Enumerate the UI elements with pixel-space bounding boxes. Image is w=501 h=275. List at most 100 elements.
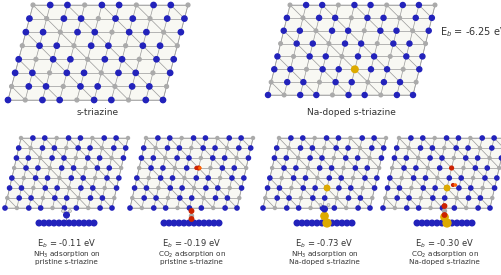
Polygon shape [268, 5, 435, 95]
Circle shape [29, 196, 33, 200]
Circle shape [471, 177, 474, 180]
Circle shape [371, 197, 374, 199]
Circle shape [336, 67, 341, 72]
Circle shape [316, 177, 319, 180]
Circle shape [166, 197, 169, 199]
Circle shape [129, 84, 135, 89]
Circle shape [34, 57, 38, 61]
Circle shape [222, 156, 227, 160]
Circle shape [456, 136, 460, 140]
Circle shape [301, 80, 306, 85]
Circle shape [156, 136, 160, 140]
Circle shape [148, 17, 152, 20]
Circle shape [424, 42, 427, 45]
Circle shape [91, 220, 97, 226]
Circle shape [91, 136, 94, 139]
Circle shape [372, 186, 377, 190]
Circle shape [176, 207, 179, 210]
Circle shape [346, 28, 351, 33]
Circle shape [62, 206, 67, 210]
Circle shape [466, 196, 470, 200]
Circle shape [127, 29, 132, 35]
Circle shape [285, 206, 289, 210]
Circle shape [310, 146, 315, 150]
Circle shape [116, 2, 122, 8]
Circle shape [238, 197, 241, 199]
Circle shape [77, 197, 80, 199]
Circle shape [411, 176, 416, 180]
Circle shape [3, 206, 7, 210]
Circle shape [429, 15, 434, 20]
Circle shape [358, 196, 363, 200]
Circle shape [478, 147, 481, 150]
Circle shape [168, 2, 173, 8]
Circle shape [452, 156, 455, 160]
Circle shape [375, 42, 379, 45]
Circle shape [469, 136, 472, 139]
Circle shape [142, 196, 146, 200]
Circle shape [39, 206, 43, 210]
Circle shape [426, 28, 431, 33]
Circle shape [379, 156, 384, 160]
Circle shape [323, 196, 327, 200]
Circle shape [99, 2, 105, 8]
Circle shape [239, 136, 243, 140]
Circle shape [99, 71, 103, 75]
Circle shape [343, 41, 348, 46]
Circle shape [64, 70, 70, 76]
Circle shape [353, 166, 358, 170]
Circle shape [84, 166, 87, 169]
Circle shape [124, 44, 128, 48]
Polygon shape [263, 138, 386, 208]
Circle shape [71, 220, 77, 226]
Circle shape [237, 146, 241, 150]
Circle shape [157, 43, 163, 48]
Circle shape [381, 206, 385, 210]
Circle shape [287, 196, 291, 200]
Circle shape [372, 54, 377, 59]
Circle shape [154, 147, 157, 150]
Circle shape [421, 186, 425, 190]
Circle shape [321, 212, 328, 220]
Circle shape [346, 146, 350, 150]
Circle shape [23, 29, 29, 35]
Circle shape [187, 206, 191, 210]
Circle shape [194, 176, 198, 180]
Circle shape [455, 197, 458, 199]
Circle shape [199, 167, 201, 169]
Circle shape [443, 147, 446, 150]
Circle shape [167, 70, 173, 76]
Circle shape [334, 220, 340, 226]
Circle shape [168, 136, 172, 140]
Circle shape [69, 210, 72, 213]
Circle shape [143, 97, 148, 103]
Circle shape [278, 186, 282, 190]
Circle shape [134, 3, 138, 7]
Circle shape [34, 176, 38, 180]
Circle shape [300, 197, 303, 199]
Circle shape [211, 220, 217, 226]
Circle shape [395, 196, 399, 200]
Circle shape [81, 70, 87, 76]
Circle shape [442, 209, 446, 213]
Circle shape [189, 214, 193, 218]
Circle shape [449, 220, 455, 226]
Circle shape [62, 156, 66, 160]
Circle shape [384, 197, 387, 199]
Circle shape [192, 186, 195, 189]
Circle shape [48, 166, 51, 169]
Circle shape [382, 146, 386, 150]
Circle shape [114, 136, 118, 140]
Circle shape [463, 156, 468, 160]
Circle shape [79, 16, 84, 21]
Circle shape [368, 67, 373, 72]
Circle shape [469, 186, 473, 190]
Polygon shape [130, 138, 253, 208]
Circle shape [320, 156, 324, 160]
Circle shape [24, 98, 27, 102]
Circle shape [480, 136, 484, 140]
Circle shape [139, 156, 143, 160]
Circle shape [37, 43, 42, 48]
Circle shape [107, 166, 111, 170]
Circle shape [400, 177, 403, 180]
